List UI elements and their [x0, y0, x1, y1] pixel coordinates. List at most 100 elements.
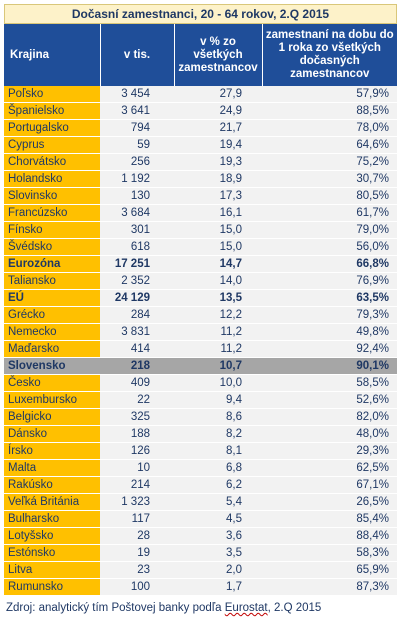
thousands-cell: 130 [100, 187, 174, 205]
country-cell: Veľká Británia [4, 493, 100, 511]
pct-all-cell: 13,5 [174, 289, 262, 307]
thousands-cell: 3 641 [100, 102, 174, 120]
pct-short-cell: 67,1% [262, 476, 397, 494]
pct-short-cell: 56,0% [262, 238, 397, 256]
pct-short-cell: 75,2% [262, 153, 397, 171]
thousands-cell: 3 454 [100, 86, 174, 103]
country-cell: Lotyšsko [4, 527, 100, 545]
country-cell: Nemecko [4, 323, 100, 341]
pct-all-cell: 5,4 [174, 493, 262, 511]
thousands-cell: 214 [100, 476, 174, 494]
source-suffix: , 2.Q 2015 [267, 602, 322, 614]
pct-all-cell: 12,2 [174, 306, 262, 324]
pct-short-cell: 63,5% [262, 289, 397, 307]
table-row: Veľká Británia 1 323 5,4 26,5% [4, 493, 397, 511]
table-row: Švédsko 618 15,0 56,0% [4, 238, 397, 256]
table-header-row: Krajina v tis. v % zo všetkých zamestnan… [4, 24, 397, 86]
thousands-cell: 284 [100, 306, 174, 324]
thousands-cell: 301 [100, 221, 174, 239]
table-row: Eurozóna 17 251 14,7 66,8% [4, 255, 397, 273]
table-row: Írsko 126 8,1 29,3% [4, 442, 397, 460]
pct-short-cell: 66,8% [262, 255, 397, 273]
pct-all-cell: 19,4 [174, 136, 262, 154]
pct-all-cell: 6,2 [174, 476, 262, 494]
thousands-cell: 1 323 [100, 493, 174, 511]
pct-all-cell: 8,6 [174, 408, 262, 426]
country-cell: Česko [4, 374, 100, 392]
table-row: Dánsko 188 8,2 48,0% [4, 425, 397, 443]
pct-short-cell: 52,6% [262, 391, 397, 409]
thousands-cell: 23 [100, 561, 174, 579]
pct-short-cell: 85,4% [262, 510, 397, 528]
table-row: Slovinsko 130 17,3 80,5% [4, 187, 397, 205]
table-row: Chorvátsko 256 19,3 75,2% [4, 153, 397, 171]
country-cell: Bulharsko [4, 510, 100, 528]
pct-short-cell: 62,5% [262, 459, 397, 477]
table-row: Estónsko 19 3,5 58,3% [4, 544, 397, 562]
table-row: Poľsko 3 454 27,9 57,9% [4, 86, 397, 103]
country-cell: Maďarsko [4, 340, 100, 358]
pct-short-cell: 58,5% [262, 374, 397, 392]
source-note: Zdroj: analytický tím Poštovej banky pod… [4, 602, 397, 614]
country-cell: Fínsko [4, 221, 100, 239]
country-cell: EÚ [4, 289, 100, 307]
thousands-cell: 1 192 [100, 170, 174, 188]
header-thousands: v tis. [99, 24, 174, 86]
thousands-cell: 24 129 [100, 289, 174, 307]
country-cell: Dánsko [4, 425, 100, 443]
pct-short-cell: 90,1% [262, 357, 397, 375]
country-cell: Španielsko [4, 102, 100, 120]
country-cell: Írsko [4, 442, 100, 460]
pct-all-cell: 9,4 [174, 391, 262, 409]
pct-all-cell: 6,8 [174, 459, 262, 477]
table-row: Rumunsko 100 1,7 87,3% [4, 578, 397, 596]
table-row: Maďarsko 414 11,2 92,4% [4, 340, 397, 358]
pct-all-cell: 4,5 [174, 510, 262, 528]
country-cell: Malta [4, 459, 100, 477]
table-row: Cyprus 59 19,4 64,6% [4, 136, 397, 154]
pct-all-cell: 14,7 [174, 255, 262, 273]
pct-short-cell: 88,5% [262, 102, 397, 120]
pct-short-cell: 57,9% [262, 86, 397, 103]
pct-short-cell: 87,3% [262, 578, 397, 596]
pct-short-cell: 78,0% [262, 119, 397, 137]
thousands-cell: 414 [100, 340, 174, 358]
pct-all-cell: 21,7 [174, 119, 262, 137]
pct-all-cell: 19,3 [174, 153, 262, 171]
table-row: Rakúsko 214 6,2 67,1% [4, 476, 397, 494]
country-cell: Taliansko [4, 272, 100, 290]
table-row: Česko 409 10,0 58,5% [4, 374, 397, 392]
thousands-cell: 19 [100, 544, 174, 562]
pct-short-cell: 82,0% [262, 408, 397, 426]
pct-short-cell: 49,8% [262, 323, 397, 341]
pct-all-cell: 8,2 [174, 425, 262, 443]
table-row: Luxembursko 22 9,4 52,6% [4, 391, 397, 409]
pct-all-cell: 3,5 [174, 544, 262, 562]
country-cell: Slovensko [4, 357, 100, 375]
table-title: Dočasní zamestnanci, 20 - 64 rokov, 2.Q … [4, 4, 397, 24]
pct-all-cell: 15,0 [174, 238, 262, 256]
country-cell: Chorvátsko [4, 153, 100, 171]
country-cell: Francúzsko [4, 204, 100, 222]
pct-all-cell: 10,0 [174, 374, 262, 392]
pct-all-cell: 24,9 [174, 102, 262, 120]
pct-short-cell: 88,4% [262, 527, 397, 545]
header-country: Krajina [4, 24, 100, 86]
thousands-cell: 2 352 [100, 272, 174, 290]
pct-short-cell: 79,3% [262, 306, 397, 324]
table-row: Litva 23 2,0 65,9% [4, 561, 397, 579]
pct-all-cell: 10,7 [174, 357, 262, 375]
thousands-cell: 188 [100, 425, 174, 443]
country-cell: Poľsko [4, 86, 100, 103]
thousands-cell: 126 [100, 442, 174, 460]
thousands-cell: 325 [100, 408, 174, 426]
table-row: Belgicko 325 8,6 82,0% [4, 408, 397, 426]
pct-short-cell: 30,7% [262, 170, 397, 188]
pct-all-cell: 1,7 [174, 578, 262, 596]
thousands-cell: 17 251 [100, 255, 174, 273]
data-table: Krajina v tis. v % zo všetkých zamestnan… [4, 24, 397, 596]
country-cell: Litva [4, 561, 100, 579]
thousands-cell: 256 [100, 153, 174, 171]
pct-short-cell: 26,5% [262, 493, 397, 511]
country-cell: Belgicko [4, 408, 100, 426]
